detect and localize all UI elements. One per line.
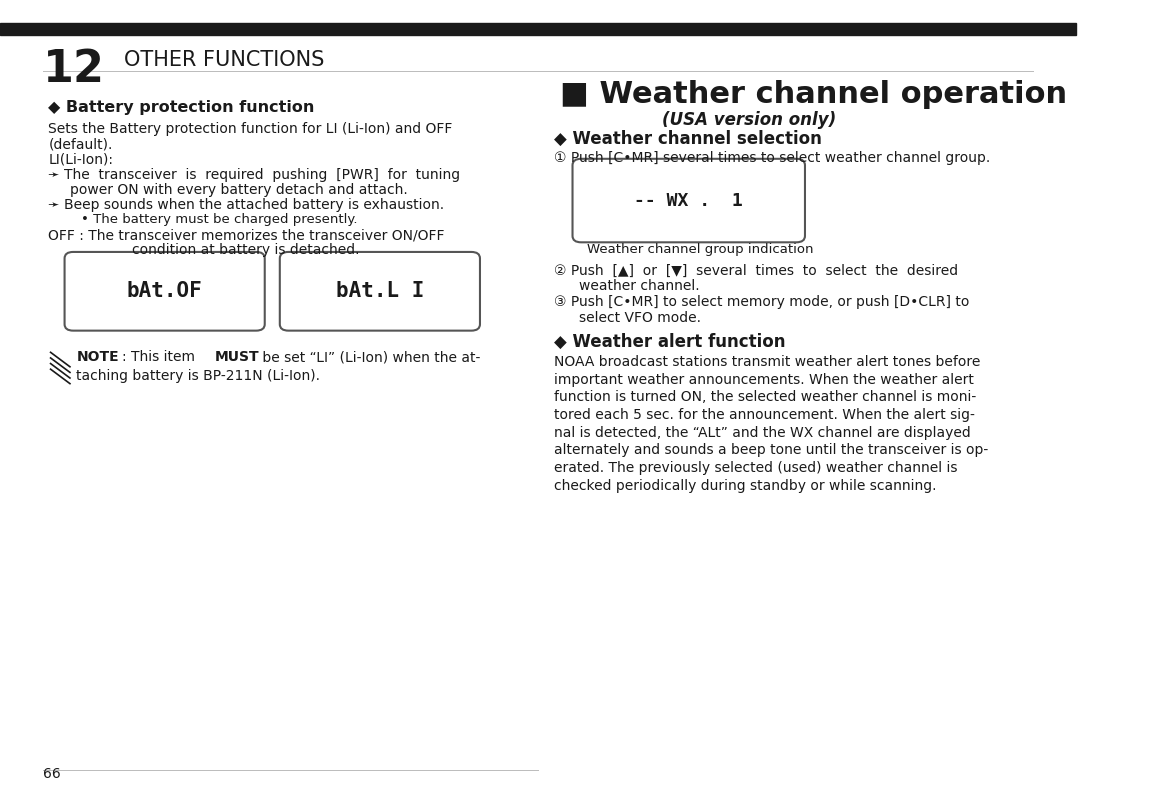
Text: -- WX .  1: -- WX . 1: [635, 192, 743, 209]
FancyBboxPatch shape: [279, 253, 480, 331]
FancyBboxPatch shape: [572, 160, 805, 243]
Text: bAt.OF: bAt.OF: [127, 282, 203, 301]
Text: ② Push  [▲]  or  [▼]  several  times  to  select  the  desired: ② Push [▲] or [▼] several times to selec…: [554, 263, 958, 277]
Text: : This item: : This item: [121, 350, 198, 363]
Text: ◆ Battery protection function: ◆ Battery protection function: [48, 100, 315, 115]
Text: ◆ Weather channel selection: ◆ Weather channel selection: [554, 130, 822, 148]
Text: Sets the Battery protection function for LI (Li-Ion) and OFF: Sets the Battery protection function for…: [48, 122, 452, 136]
Text: Weather channel group indication: Weather channel group indication: [586, 242, 814, 255]
Text: (USA version only): (USA version only): [662, 111, 837, 128]
Text: MUST: MUST: [216, 350, 260, 363]
Text: function is turned ON, the selected weather channel is moni-: function is turned ON, the selected weat…: [554, 390, 976, 403]
Text: ■ Weather channel operation: ■ Weather channel operation: [560, 80, 1066, 109]
Bar: [0, 24, 1077, 36]
Text: bAt.L I: bAt.L I: [336, 282, 424, 301]
Text: be set “LI” (Li-Ion) when the at-: be set “LI” (Li-Ion) when the at-: [258, 350, 481, 363]
Text: important weather announcements. When the weather alert: important weather announcements. When th…: [554, 372, 974, 386]
Text: LI(Li-Ion):: LI(Li-Ion):: [48, 152, 113, 166]
Text: ③ Push [C•MR] to select memory mode, or push [D•CLR] to: ③ Push [C•MR] to select memory mode, or …: [554, 294, 969, 308]
Text: weather channel.: weather channel.: [579, 279, 699, 293]
Text: checked periodically during standby or while scanning.: checked periodically during standby or w…: [554, 478, 937, 492]
Text: nal is detected, the “ALt” and the WX channel are displayed: nal is detected, the “ALt” and the WX ch…: [554, 425, 971, 439]
Text: 12: 12: [43, 48, 105, 91]
Text: ① Push [C•MR] several times to select weather channel group.: ① Push [C•MR] several times to select we…: [554, 151, 990, 164]
Text: ➛ Beep sounds when the attached battery is exhaustion.: ➛ Beep sounds when the attached battery …: [48, 198, 444, 212]
Text: taching battery is BP-211N (Li-Ion).: taching battery is BP-211N (Li-Ion).: [76, 369, 321, 383]
Text: (default).: (default).: [48, 137, 113, 151]
FancyBboxPatch shape: [65, 253, 264, 331]
Text: NOAA broadcast stations transmit weather alert tones before: NOAA broadcast stations transmit weather…: [554, 354, 981, 368]
Text: OFF : The transceiver memorizes the transceiver ON/OFF: OFF : The transceiver memorizes the tran…: [48, 228, 445, 241]
Text: 66: 66: [43, 766, 61, 780]
Text: ➛ The  transceiver  is  required  pushing  [PWR]  for  tuning: ➛ The transceiver is required pushing [P…: [48, 168, 460, 181]
Text: power ON with every battery detach and attach.: power ON with every battery detach and a…: [70, 183, 407, 196]
Text: alternately and sounds a beep tone until the transceiver is op-: alternately and sounds a beep tone until…: [554, 443, 989, 456]
Text: condition at battery is detached.: condition at battery is detached.: [133, 243, 360, 257]
Text: OTHER FUNCTIONS: OTHER FUNCTIONS: [123, 50, 324, 70]
Text: erated. The previously selected (used) weather channel is: erated. The previously selected (used) w…: [554, 460, 958, 474]
Text: • The battery must be charged presently.: • The battery must be charged presently.: [81, 213, 358, 225]
Text: select VFO mode.: select VFO mode.: [579, 310, 700, 324]
Text: tored each 5 sec. for the announcement. When the alert sig-: tored each 5 sec. for the announcement. …: [554, 407, 975, 421]
Text: ◆ Weather alert function: ◆ Weather alert function: [554, 333, 786, 350]
Text: NOTE: NOTE: [76, 350, 119, 363]
